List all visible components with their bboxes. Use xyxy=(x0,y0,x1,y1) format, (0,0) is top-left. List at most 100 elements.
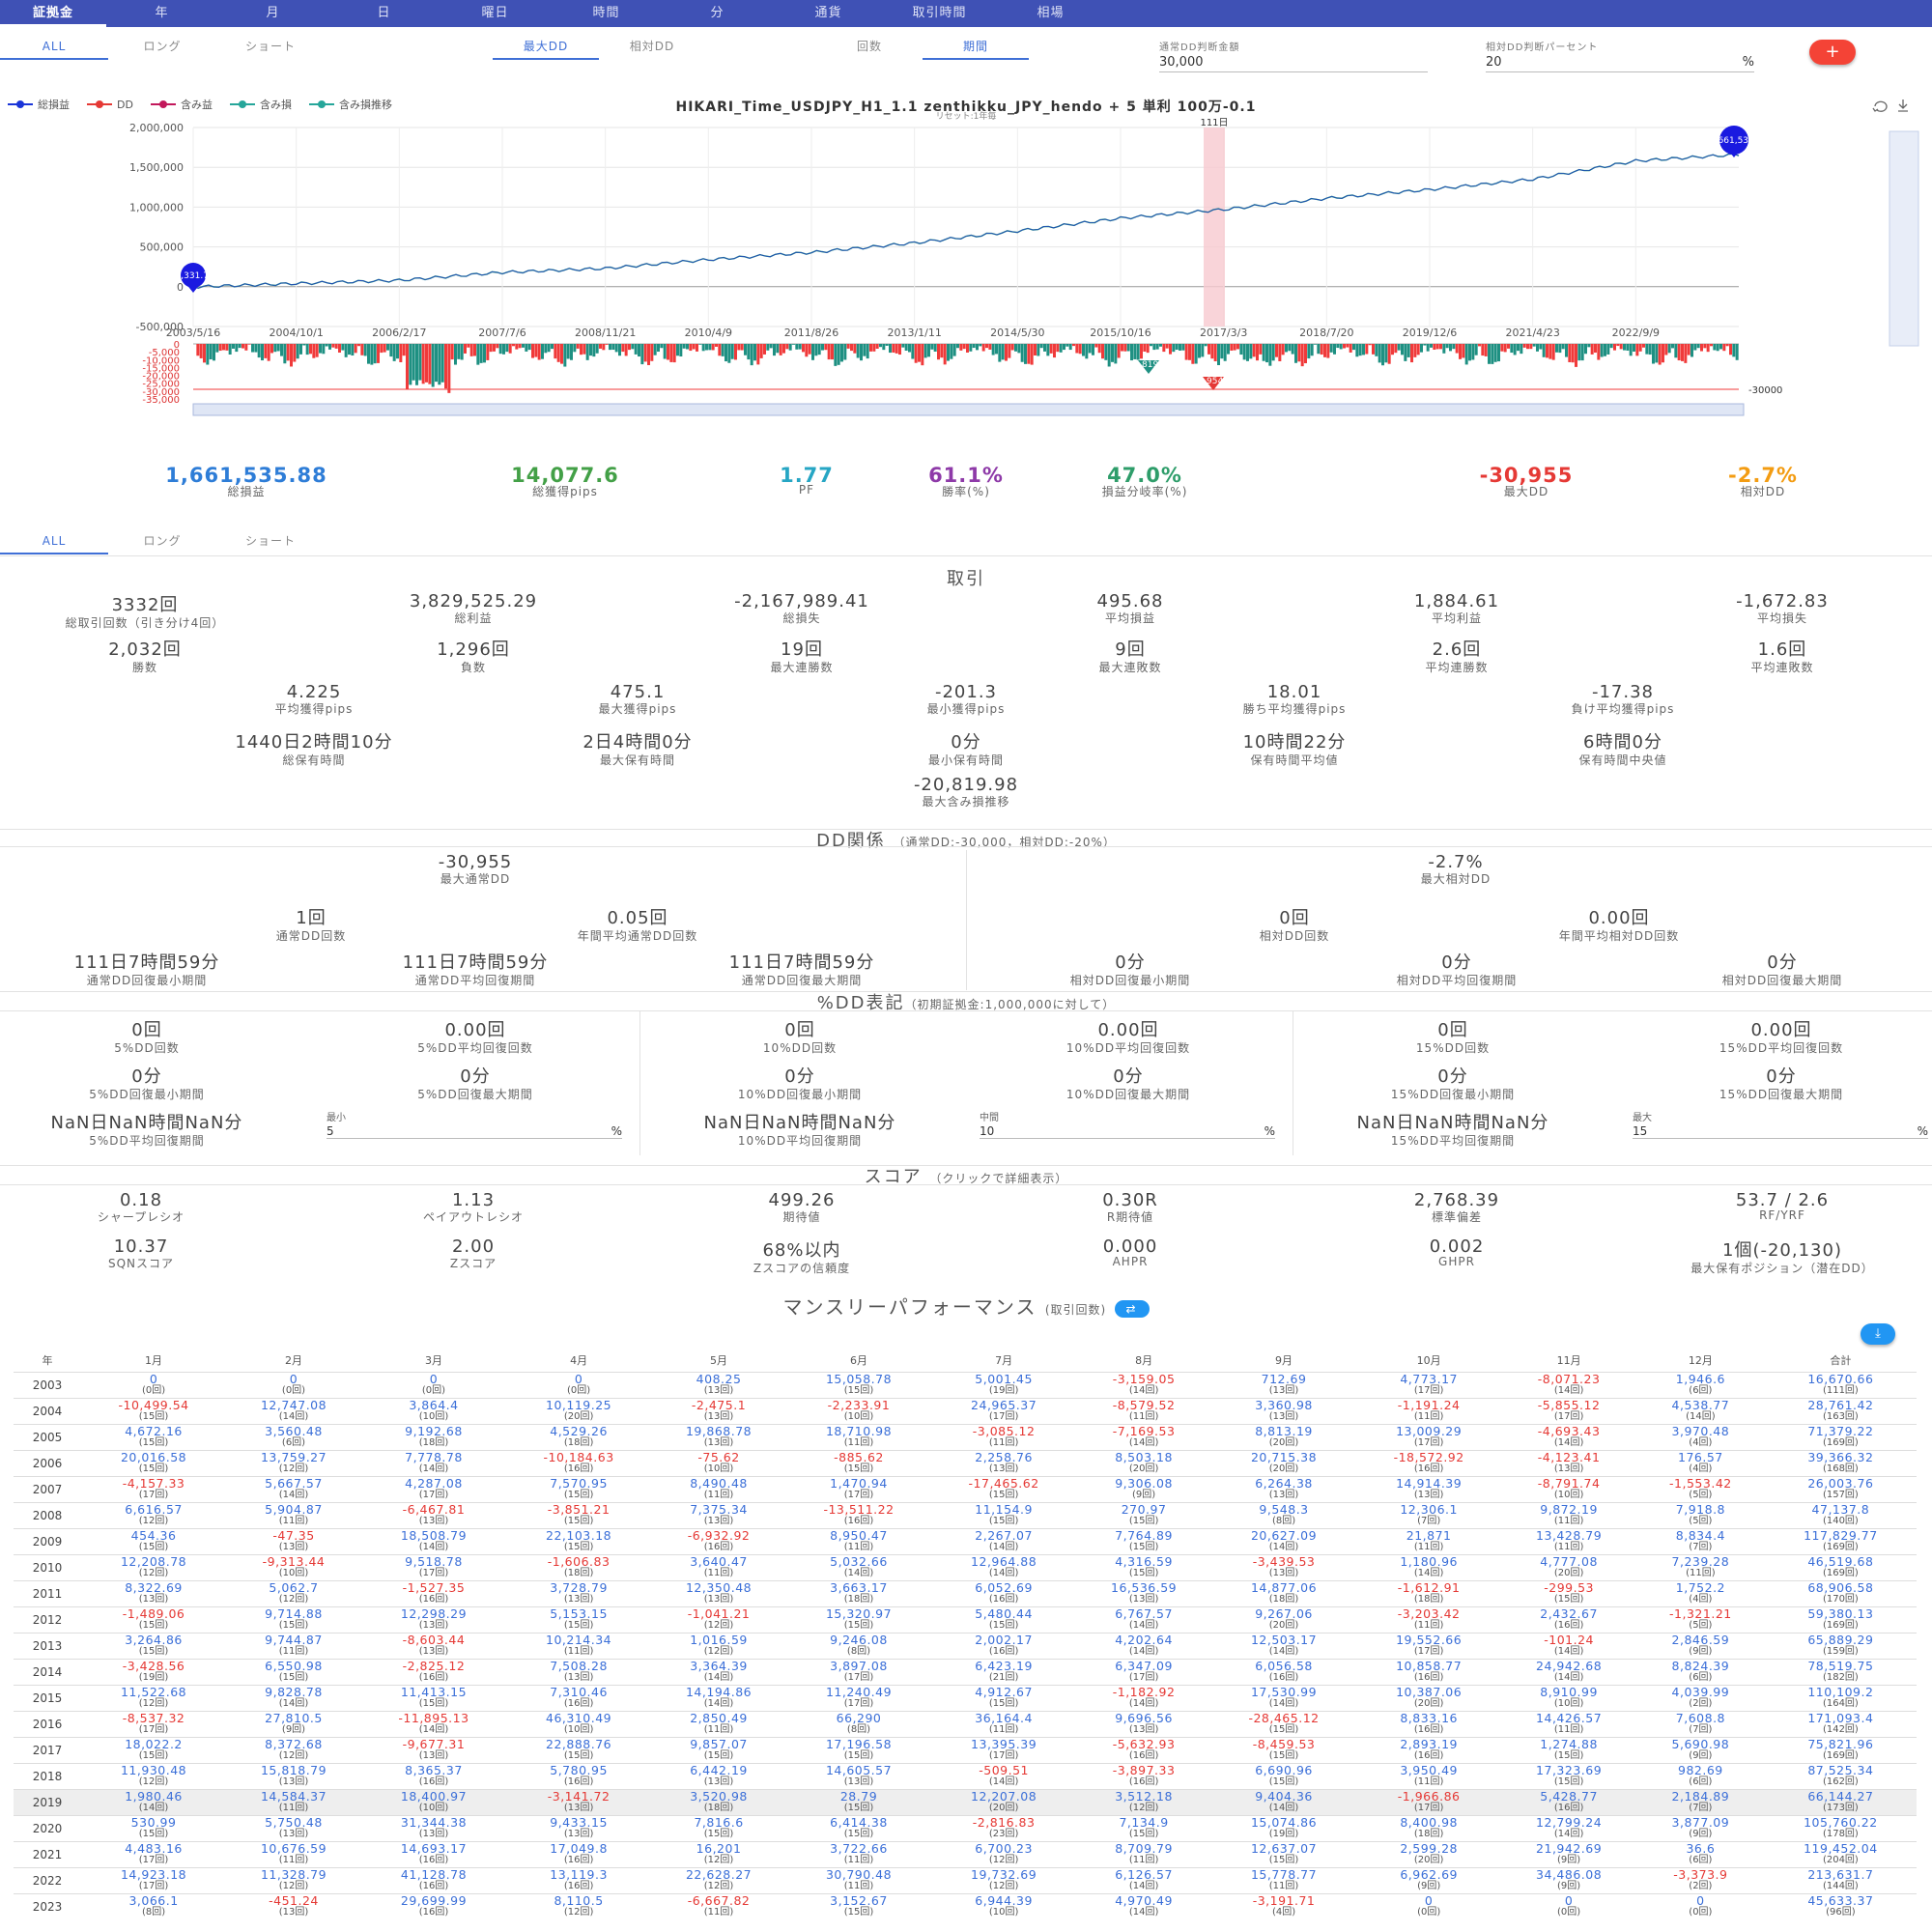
dd-bar xyxy=(1462,344,1465,358)
table-row[interactable]: 2004 -10,499.54 (15回) 12,747.08 (14回) 3,864.4… xyxy=(14,1397,1917,1424)
tab-all-stats[interactable]: ALL xyxy=(0,529,108,554)
dd-percent-field[interactable]: 相対DD判断パーセント 20 % xyxy=(1486,39,1754,72)
tab-period[interactable]: 期間 xyxy=(923,35,1029,60)
month-count: (0回) xyxy=(141,1384,166,1396)
table-row[interactable]: 2014 -3,428.56 (19回) 6,550.98 (15回) -2,825.12… xyxy=(14,1658,1917,1685)
month-count: (14回) xyxy=(1268,1697,1299,1709)
dd-bar xyxy=(1513,344,1517,355)
pdd-threshold-value[interactable]: 10 xyxy=(980,1124,995,1138)
tab-count[interactable]: 回数 xyxy=(856,40,882,53)
month-cell: 530.99 (15回) xyxy=(81,1814,227,1841)
dd-bar xyxy=(1426,344,1430,352)
download-icon[interactable] xyxy=(1898,99,1908,112)
download-button[interactable]: ⤓ xyxy=(1861,1323,1895,1345)
legend-item[interactable]: 含み益 xyxy=(150,97,213,112)
table-row[interactable]: 2018 11,930.48 (12回) 15,818.79 (13回) 8,365.37… xyxy=(14,1762,1917,1789)
month-count: (11回) xyxy=(703,1906,734,1918)
month-cell: 1,946.6 (6回) xyxy=(1636,1371,1765,1398)
nav-tab-7[interactable]: 通貨 xyxy=(814,6,842,20)
tab-relative-dd[interactable]: 相対DD xyxy=(629,40,675,53)
nav-tab-9[interactable]: 相場 xyxy=(1037,6,1065,20)
month-cell: 14,605.57 (13回) xyxy=(785,1762,932,1789)
score-title[interactable]: スコア （クリックで詳細表示） xyxy=(0,1163,1932,1188)
pdd-threshold-field[interactable]: 10% xyxy=(980,1123,1275,1139)
table-row[interactable]: 2016 -8,537.32 (17回) 27,810.5 (9回) -11,895.13… xyxy=(14,1710,1917,1737)
table-row[interactable]: 2009 454.36 (15回) -47.35 (13回) 18,508.79 (14回)… xyxy=(14,1527,1917,1554)
month-count: (13回) xyxy=(703,1436,734,1448)
nav-tab-5[interactable]: 時間 xyxy=(592,6,620,20)
tab-max-dd[interactable]: 最大DD xyxy=(493,35,599,60)
dd-amount-field[interactable]: 通常DD判断金額 30,000 xyxy=(1159,39,1428,72)
stat-item: 0.000 AHPR xyxy=(966,1236,1294,1268)
dd-bar xyxy=(566,344,570,359)
legend-item[interactable]: 含み損 xyxy=(229,97,292,112)
tab-short[interactable]: ショート xyxy=(244,40,296,53)
month-count: (13回) xyxy=(1128,1593,1159,1605)
month-value: -9,313.44 xyxy=(262,1553,326,1569)
dd-bar xyxy=(489,344,493,353)
table-row[interactable]: 2015 11,522.68 (12回) 9,828.78 (14回) 11,413.15… xyxy=(14,1684,1917,1711)
table-row[interactable]: 2008 6,616.57 (12回) 5,904.87 (11回) -6,467.81(… xyxy=(14,1501,1917,1528)
tab-long-stats[interactable]: ロング xyxy=(143,534,182,548)
nav-tab-0[interactable]: 証拠金 xyxy=(0,0,106,27)
dd-bar xyxy=(199,344,203,358)
table-row[interactable]: 2006 20,016.58 (15回) 13,759.27 (12回) 7,778.78… xyxy=(14,1449,1917,1476)
legend-item[interactable]: 含み損推移 xyxy=(308,97,392,112)
month-count: (18回) xyxy=(1413,1593,1444,1605)
dd-bar xyxy=(875,344,879,349)
nav-tab-2[interactable]: 月 xyxy=(266,6,280,20)
month-count: (11回) xyxy=(1553,1515,1584,1526)
pdd-threshold-field[interactable]: 5% xyxy=(327,1123,622,1139)
table-row[interactable]: 2013 3,264.86 (15回) 9,744.87 (11回) -8,603.44(… xyxy=(14,1632,1917,1659)
dd-bar xyxy=(541,344,544,359)
tab-short-stats[interactable]: ショート xyxy=(244,534,296,548)
table-row[interactable]: 2012 -1,489.06 (15回) 9,714.88 (15回) 12,298.29… xyxy=(14,1605,1917,1633)
dd-percent-value[interactable]: 20 xyxy=(1486,55,1502,70)
nav-tab-3[interactable]: 日 xyxy=(377,6,391,20)
equity-chart[interactable]: 2,000,0001,500,0001,000,000500,0000-500,… xyxy=(0,114,1932,423)
dd-percent-input[interactable]: 20 % xyxy=(1486,53,1754,72)
nav-tab-4[interactable]: 曜日 xyxy=(481,6,509,20)
pdd-threshold-input[interactable]: 最大 15% xyxy=(1633,1109,1928,1139)
table-row[interactable]: 2005 4,672.16 (15回) 3,560.48 (6回) 9,192.68 (18… xyxy=(14,1423,1917,1450)
swap-icon[interactable]: ⇄ xyxy=(1114,1299,1150,1318)
month-value: 3,728.79 xyxy=(550,1579,608,1595)
dd-bar xyxy=(1213,344,1217,362)
month-cell: 17,196.58 (15回) xyxy=(785,1736,932,1763)
month-cell: 18,400.97 (10回) xyxy=(360,1788,507,1815)
month-count: (157回) xyxy=(1822,1489,1859,1500)
table-row[interactable]: 2011 8,322.69 (13回) 5,062.7 (12回) -1,527.35 (1… xyxy=(14,1579,1917,1606)
pdd-threshold-input[interactable]: 中間 10% xyxy=(980,1109,1275,1139)
nav-tab-6[interactable]: 分 xyxy=(710,6,724,20)
month-count: (5回) xyxy=(1689,1619,1713,1631)
tab-all[interactable]: ALL xyxy=(0,35,108,60)
legend-item[interactable]: DD xyxy=(87,97,133,112)
pdd-threshold-value[interactable]: 5 xyxy=(327,1124,334,1138)
score-title-text[interactable]: スコア xyxy=(864,1167,923,1187)
nav-tab-1[interactable]: 年 xyxy=(155,6,169,20)
pdd-threshold-field[interactable]: 15% xyxy=(1633,1123,1928,1139)
table-row[interactable]: 2017 18,022.2 (15回) 8,372.68 (12回) -9,677.31(… xyxy=(14,1736,1917,1763)
add-button[interactable]: + xyxy=(1809,40,1856,65)
column-header: 6月 xyxy=(850,1353,867,1367)
month-cell: -1,041.21 (12回) xyxy=(651,1605,786,1633)
table-row[interactable]: 2021 4,483.16 (17回) 10,676.59 (11回) 14,693.17… xyxy=(14,1840,1917,1867)
dd-amount-input[interactable]: 30,000 xyxy=(1159,53,1428,72)
table-row[interactable]: 2007 -4,157.33 (17回) 5,667.57 (14回) 4,287.08(… xyxy=(14,1475,1917,1502)
month-count: (17回) xyxy=(988,1749,1019,1761)
pdd-threshold-input[interactable]: 最小 5% xyxy=(327,1109,622,1139)
dd-bar xyxy=(1121,344,1123,352)
table-row[interactable]: 2019 1,980.46 (14回) 14,584.37 (11回) 18,400.97… xyxy=(14,1788,1917,1815)
kpi-value: 14,077.6 xyxy=(511,464,619,487)
pdd-threshold-value[interactable]: 15 xyxy=(1633,1124,1648,1138)
tab-long[interactable]: ロング xyxy=(143,40,182,53)
table-row[interactable]: 2010 12,208.78 (12回) -9,313.44 (10回) 9,518.78… xyxy=(14,1553,1917,1580)
legend-item[interactable]: 総損益 xyxy=(8,97,70,112)
table-header: 年 1月 2月 3月 4月 5月 6月 7月 8月 9月 10月 11月 12月 合計 xyxy=(14,1349,1917,1372)
table-row[interactable]: 2023 3,066.1 (8回) -451.24 (13回) 29,699.99 (16回… xyxy=(14,1892,1917,1919)
refresh-icon[interactable] xyxy=(1872,100,1888,112)
table-row[interactable]: 2020 530.99 (15回) 5,750.48 (13回) 31,344.38 (13… xyxy=(14,1814,1917,1841)
table-row[interactable]: 2022 14,923.18 (17回) 11,328.79 (12回) 41,128.7… xyxy=(14,1866,1917,1893)
nav-tab-8[interactable]: 取引時間 xyxy=(912,6,967,20)
table-row[interactable]: 2003 0 (0回) 0 (0回) 0 (0回) 0 (0回) 408.25 (13回) 15,05… xyxy=(14,1371,1917,1398)
